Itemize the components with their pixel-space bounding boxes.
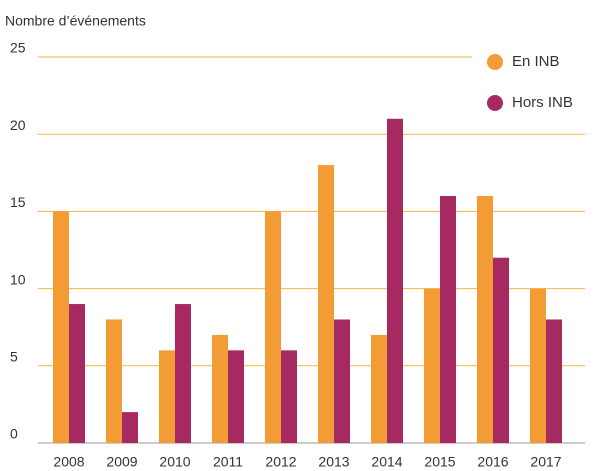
- bar: [228, 350, 244, 443]
- legend-label: En INB: [512, 53, 560, 70]
- bar: [175, 304, 191, 443]
- x-tick-label: 2011: [213, 454, 243, 470]
- bar: [122, 412, 138, 443]
- bar: [387, 118, 403, 443]
- bar: [69, 304, 85, 443]
- x-tick-label: 2014: [371, 454, 402, 470]
- x-tick-label: 2009: [106, 454, 137, 470]
- legend-swatch: [487, 95, 503, 111]
- y-axis-label: Nombre d’événements: [5, 13, 146, 29]
- legend-swatch: [487, 54, 503, 70]
- legend-label: Hors INB: [512, 94, 573, 111]
- x-tick-label: 2016: [477, 454, 508, 470]
- y-tick-label: 10: [10, 271, 26, 287]
- bar: [477, 195, 493, 443]
- bar: [493, 257, 509, 443]
- y-tick-label: 15: [10, 194, 26, 210]
- y-tick-label: 20: [10, 117, 26, 133]
- x-tick-label: 2010: [159, 454, 190, 470]
- bar: [334, 319, 350, 443]
- y-tick-label: 25: [10, 40, 26, 56]
- x-tick-label: 2012: [265, 454, 296, 470]
- bar: [424, 288, 440, 443]
- bar: [318, 165, 334, 443]
- x-tick-label: 2015: [424, 454, 455, 470]
- bar: [265, 211, 281, 443]
- y-tick-label: 5: [10, 349, 18, 365]
- bar: [212, 334, 228, 443]
- bar: [546, 319, 562, 443]
- x-tick-label: 2017: [530, 454, 561, 470]
- y-tick-label: 0: [10, 426, 18, 442]
- bar: [371, 334, 387, 443]
- x-tick-label: 2013: [318, 454, 349, 470]
- bar: [106, 319, 122, 443]
- bar: [53, 211, 69, 443]
- bar: [159, 350, 175, 443]
- x-tick-label: 2008: [53, 454, 84, 470]
- bar: [440, 195, 456, 443]
- bar: [530, 288, 546, 443]
- bar: [281, 350, 297, 443]
